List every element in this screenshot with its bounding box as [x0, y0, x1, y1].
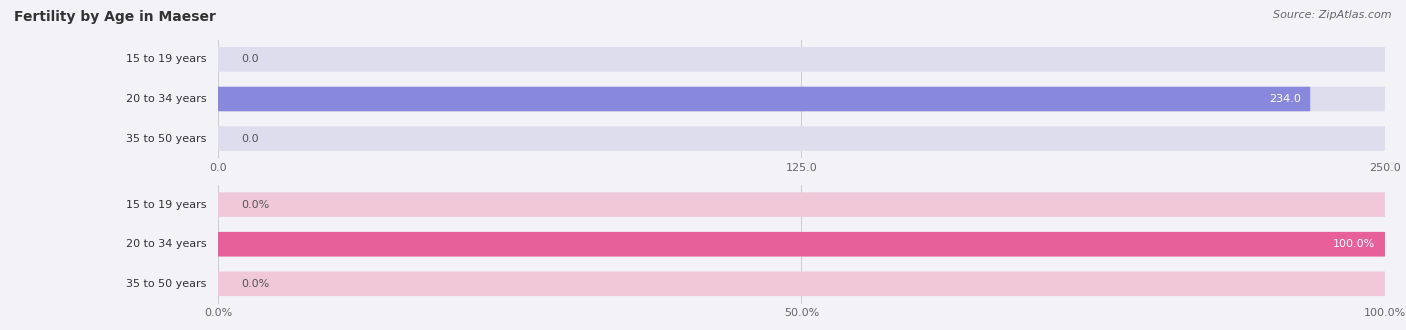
FancyBboxPatch shape: [218, 272, 1385, 296]
FancyBboxPatch shape: [218, 232, 1385, 256]
Text: 0.0%: 0.0%: [242, 279, 270, 289]
FancyBboxPatch shape: [218, 192, 1385, 217]
Text: Fertility by Age in Maeser: Fertility by Age in Maeser: [14, 10, 217, 24]
Text: 0.0%: 0.0%: [242, 200, 270, 210]
Text: 15 to 19 years: 15 to 19 years: [125, 200, 207, 210]
Text: 0.0: 0.0: [242, 134, 259, 144]
FancyBboxPatch shape: [218, 47, 1385, 72]
Text: 100.0%: 100.0%: [1333, 239, 1375, 249]
FancyBboxPatch shape: [218, 126, 1385, 151]
FancyBboxPatch shape: [218, 232, 1385, 256]
Text: 35 to 50 years: 35 to 50 years: [127, 279, 207, 289]
Text: 20 to 34 years: 20 to 34 years: [125, 239, 207, 249]
FancyBboxPatch shape: [218, 87, 1385, 111]
Text: 20 to 34 years: 20 to 34 years: [125, 94, 207, 104]
Text: 234.0: 234.0: [1270, 94, 1301, 104]
FancyBboxPatch shape: [218, 87, 1310, 111]
Text: 35 to 50 years: 35 to 50 years: [127, 134, 207, 144]
Text: Source: ZipAtlas.com: Source: ZipAtlas.com: [1274, 10, 1392, 20]
Text: 0.0: 0.0: [242, 54, 259, 64]
Text: 15 to 19 years: 15 to 19 years: [125, 54, 207, 64]
